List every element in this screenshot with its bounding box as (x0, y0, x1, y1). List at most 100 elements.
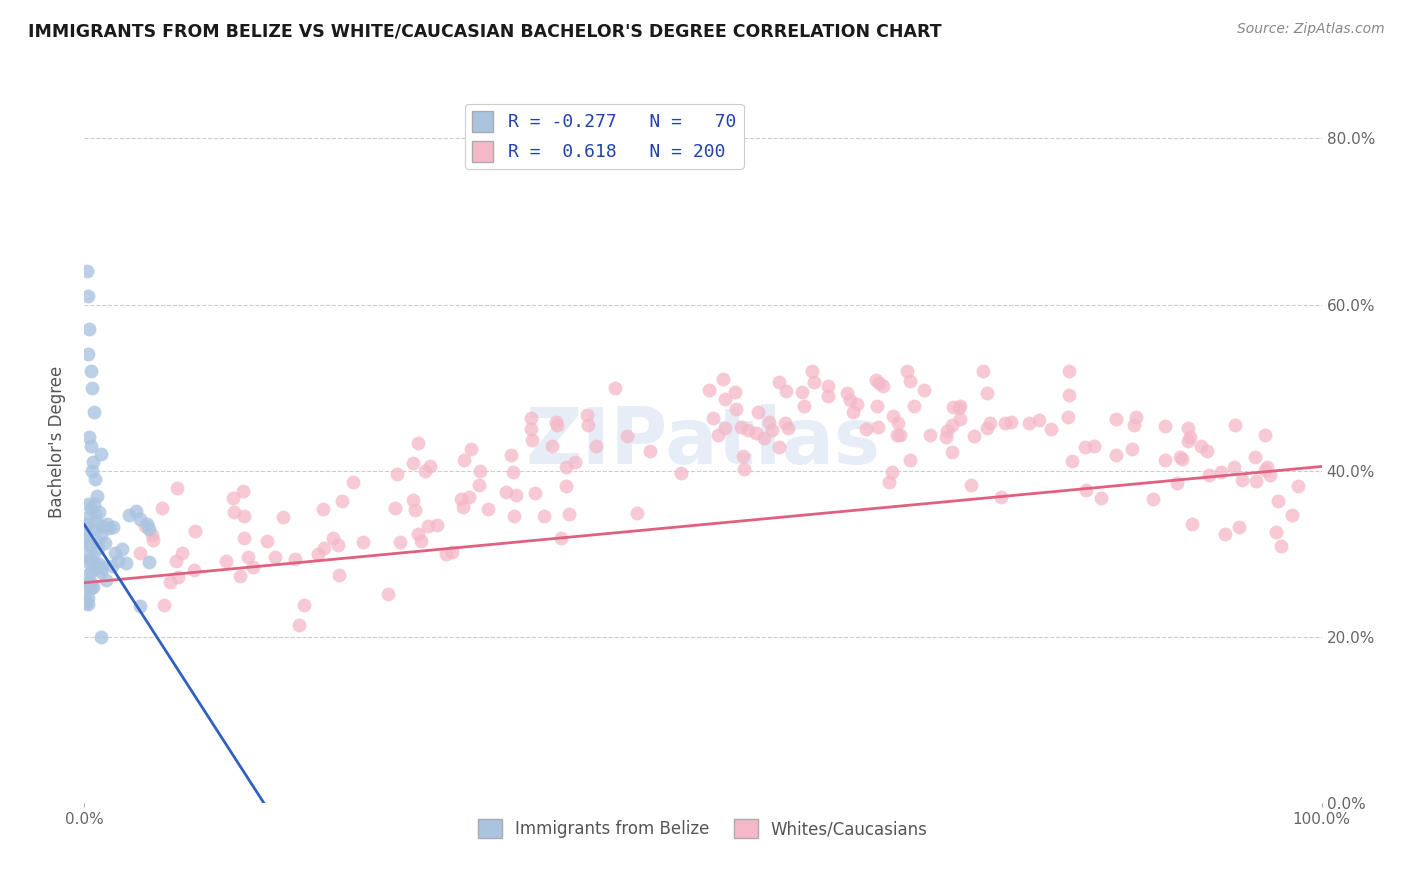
Point (866, 420, 889, 434)
Point (1286, 479, 1309, 493)
Point (80, 576, 103, 591)
Point (97, 521, 120, 535)
Point (79, 538, 101, 552)
Point (183, 524, 205, 538)
Point (77, 510, 100, 524)
Point (948, 399, 970, 413)
Point (1057, 388, 1080, 402)
Point (76, 549, 98, 563)
Point (1057, 364, 1080, 378)
Point (1181, 516, 1204, 531)
Point (138, 522, 160, 536)
Point (533, 509, 555, 524)
Point (83, 405, 105, 419)
Point (522, 433, 544, 447)
Point (82, 580, 104, 594)
Point (312, 541, 335, 555)
Point (75, 596, 97, 610)
Point (352, 535, 374, 549)
Point (1258, 468, 1281, 483)
Point (972, 364, 994, 378)
Point (1142, 491, 1164, 506)
Point (419, 459, 441, 474)
Point (1209, 466, 1232, 480)
Point (82, 455, 104, 469)
Point (1083, 440, 1105, 454)
Point (460, 442, 482, 456)
Point (328, 567, 350, 582)
Point (89, 505, 111, 519)
Point (75, 530, 97, 544)
Point (1223, 418, 1246, 433)
Point (1213, 527, 1236, 541)
Point (468, 464, 491, 478)
Point (271, 510, 294, 524)
Point (963, 429, 986, 443)
Point (1254, 463, 1277, 477)
Point (912, 384, 935, 398)
Point (330, 494, 353, 508)
Point (1198, 467, 1220, 482)
Point (413, 464, 436, 478)
Point (1105, 412, 1128, 426)
Point (232, 484, 254, 499)
Point (775, 384, 797, 398)
Point (404, 503, 426, 517)
Point (520, 422, 543, 436)
Point (166, 481, 188, 495)
Point (737, 423, 759, 437)
Point (118, 508, 141, 523)
Point (546, 417, 568, 432)
Legend: Immigrants from Belize, Whites/Caucasians: Immigrants from Belize, Whites/Caucasian… (471, 813, 935, 845)
Point (1074, 483, 1097, 497)
Point (107, 553, 129, 567)
Point (76, 591, 98, 606)
Point (134, 518, 156, 533)
Point (1227, 519, 1250, 533)
Point (1177, 421, 1199, 435)
Point (935, 430, 957, 444)
Point (90, 519, 112, 533)
Point (855, 422, 877, 436)
Point (733, 462, 755, 476)
Point (101, 558, 124, 573)
Text: IMMIGRANTS FROM BELIZE VS WHITE/CAUCASIAN BACHELOR'S DEGREE CORRELATION CHART: IMMIGRANTS FROM BELIZE VS WHITE/CAUCASIA… (28, 22, 942, 40)
Point (979, 416, 1001, 430)
Point (505, 488, 527, 502)
Point (502, 465, 524, 479)
Point (90, 560, 112, 574)
Point (835, 386, 858, 401)
Point (453, 453, 475, 467)
Point (416, 519, 439, 533)
Point (578, 417, 600, 432)
Point (451, 500, 474, 514)
Point (94, 573, 117, 587)
Point (724, 402, 747, 417)
Point (889, 427, 911, 442)
Point (730, 419, 752, 434)
Point (775, 416, 797, 430)
Point (408, 436, 430, 450)
Point (941, 444, 963, 458)
Point (441, 544, 464, 558)
Point (941, 417, 963, 432)
Point (75, 594, 97, 608)
Point (142, 533, 165, 548)
Point (292, 599, 315, 613)
Point (1062, 454, 1084, 468)
Text: Source: ZipAtlas.com: Source: ZipAtlas.com (1237, 22, 1385, 37)
Point (585, 439, 607, 453)
Point (84, 522, 107, 536)
Point (86, 489, 108, 503)
Point (93, 536, 115, 550)
Point (1121, 442, 1143, 457)
Point (284, 551, 307, 566)
Point (477, 501, 499, 516)
Point (115, 557, 138, 571)
Point (138, 555, 160, 569)
Point (845, 397, 868, 411)
Point (555, 460, 578, 475)
Point (558, 507, 581, 521)
Point (1074, 440, 1097, 454)
Point (165, 554, 187, 568)
